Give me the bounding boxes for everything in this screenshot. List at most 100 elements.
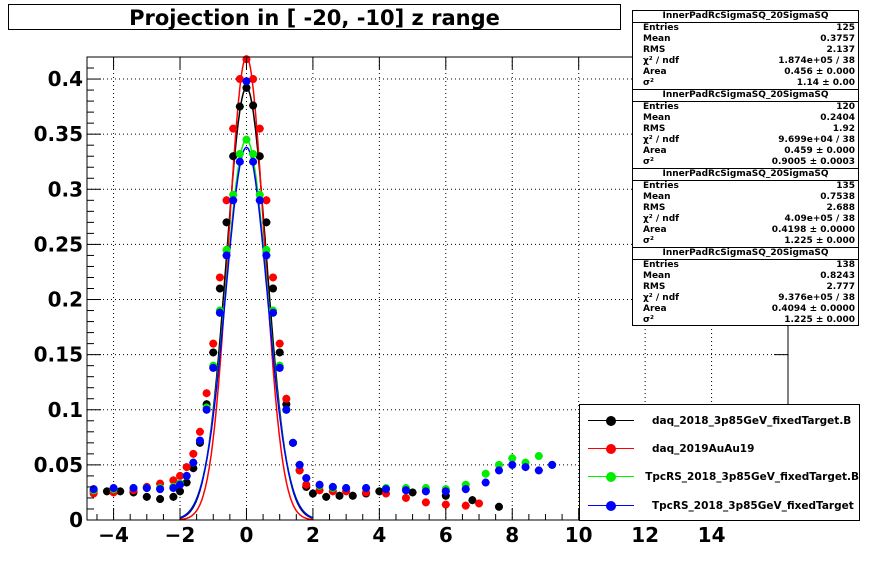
stats-value: 135 [836, 181, 855, 191]
data-point-1 [169, 476, 178, 485]
stats-value: 1.92 [832, 124, 855, 134]
data-point-3 [169, 484, 178, 493]
data-point-2 [229, 190, 238, 199]
data-point-3 [235, 157, 244, 166]
stats-row: Mean 0.2404 [633, 113, 858, 124]
y-tick-label: 0.3 [48, 177, 83, 201]
data-point-1 [475, 499, 484, 508]
fit-curve-1 [179, 56, 313, 521]
data-point-0 [156, 495, 165, 504]
data-point-0 [242, 83, 251, 92]
x-tick-label: 10 [565, 523, 593, 547]
data-point-1 [229, 124, 238, 133]
stats-row: RMS 2.137 [633, 45, 858, 56]
data-point-0 [408, 488, 417, 497]
stats-key: σ² [643, 315, 654, 325]
stats-box-title: InnerPadRcSigmaSQ_20SigmaSQ [633, 11, 858, 23]
stats-row: σ² 0.9005 ± 0.0003 [633, 157, 858, 168]
stats-row: RMS 2.688 [633, 203, 858, 214]
data-point-2 [508, 454, 517, 463]
stats-value: 0.4198 ± 0.0000 [771, 225, 855, 235]
data-point-3 [282, 405, 291, 414]
data-point-3 [382, 485, 391, 494]
data-point-3 [195, 436, 204, 445]
stats-row: σ² 1.14 ± 0.00 [633, 78, 858, 89]
data-point-1 [461, 501, 470, 510]
data-point-3 [288, 438, 297, 447]
data-point-3 [229, 196, 238, 205]
data-point-2 [494, 460, 503, 469]
y-tick-label: 0.1 [48, 398, 83, 422]
stats-value: 2.777 [826, 282, 855, 292]
stats-row: Entries 120 [633, 102, 858, 113]
data-point-3 [521, 463, 530, 472]
stats-row: Entries 125 [633, 23, 858, 34]
stats-key: χ² / ndf [643, 293, 680, 303]
data-point-3 [202, 405, 211, 414]
data-point-3 [215, 308, 224, 317]
legend-label-3: TpcRS_2018_3p85GeV_fixedTarget [652, 500, 854, 512]
data-point-0 [375, 487, 384, 496]
stats-row: σ² 1.225 ± 0.000 [633, 315, 858, 326]
stats-value: 0.456 ± 0.000 [784, 67, 855, 77]
legend-item-1: daq_2019AuAu19 [580, 439, 859, 459]
stats-value: 0.7538 [820, 192, 855, 202]
data-point-3 [269, 308, 278, 317]
stats-value: 120 [836, 102, 855, 112]
data-point-3 [508, 460, 517, 469]
data-point-0 [169, 492, 178, 501]
data-point-0 [322, 492, 331, 501]
data-point-3 [302, 474, 311, 483]
stats-value: 9.699e+04 / 38 [778, 135, 855, 145]
data-point-3 [362, 484, 371, 493]
stats-key: Entries [643, 181, 679, 191]
y-tick-label: 0.15 [34, 343, 83, 367]
data-point-0 [209, 348, 218, 357]
stats-key: Entries [643, 260, 679, 270]
data-point-3 [421, 487, 430, 496]
data-point-3 [129, 484, 138, 493]
data-point-0 [249, 101, 258, 110]
stats-key: σ² [643, 78, 654, 88]
data-point-0 [275, 348, 284, 357]
stats-value: 9.376e+05 / 38 [778, 293, 855, 303]
stats-value: 2.137 [826, 45, 855, 55]
data-point-2 [222, 245, 231, 254]
stats-key: χ² / ndf [643, 56, 680, 66]
stats-row: RMS 2.777 [633, 282, 858, 293]
stats-value: 1.14 ± 0.00 [796, 78, 855, 88]
data-point-0 [142, 492, 151, 501]
stats-row: Area 0.456 ± 0.000 [633, 67, 858, 78]
data-point-1 [441, 500, 450, 509]
stats-key: Entries [643, 23, 679, 33]
data-point-0 [308, 489, 317, 498]
data-point-0 [348, 491, 357, 500]
data-point-3 [481, 478, 490, 487]
legend-item-0: daq_2018_3p85GeV_fixedTarget.B [580, 411, 859, 431]
data-point-1 [282, 394, 291, 403]
data-point-3 [209, 363, 218, 372]
legend-item-3: TpcRS_2018_3p85GeV_fixedTarget [580, 496, 859, 516]
data-point-3 [176, 480, 185, 489]
y-tick-label: 0.35 [34, 122, 83, 146]
stats-value: 0.9005 ± 0.0003 [771, 157, 855, 167]
data-point-0 [269, 284, 278, 293]
data-point-1 [262, 196, 271, 205]
data-point-3 [222, 251, 231, 260]
x-tick-label: 6 [439, 523, 453, 547]
chart-title: Projection in [ -20, -10] z range [8, 4, 621, 30]
stats-box: InnerPadRcSigmaSQ_20SigmaSQ Entries 120 Mea… [632, 89, 859, 169]
data-point-3 [156, 485, 165, 494]
data-point-3 [189, 458, 198, 467]
fit-curves [179, 56, 313, 521]
x-tick-label: −2 [165, 523, 196, 547]
data-point-1 [255, 124, 264, 133]
data-point-2 [242, 135, 251, 144]
data-point-3 [315, 480, 324, 489]
stats-box-title: InnerPadRcSigmaSQ_20SigmaSQ [633, 90, 858, 102]
data-point-2 [255, 190, 264, 199]
data-point-0 [176, 487, 185, 496]
x-tick-label: 4 [372, 523, 386, 547]
y-tick-label: 0.05 [34, 453, 83, 477]
stats-row: Area 0.4094 ± 0.0000 [633, 304, 858, 315]
